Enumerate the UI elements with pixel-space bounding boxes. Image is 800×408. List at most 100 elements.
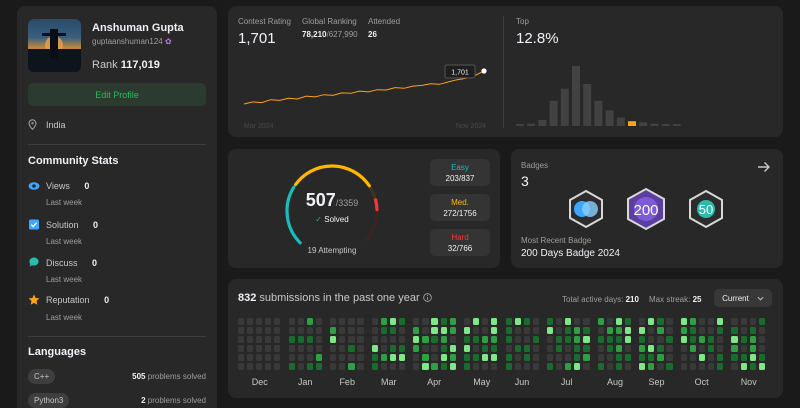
arrow-right-icon[interactable]	[757, 160, 771, 174]
heatmap-cell[interactable]	[380, 336, 387, 344]
heatmap-cell[interactable]	[639, 354, 646, 362]
heatmap-cell[interactable]	[491, 345, 498, 353]
heatmap-cell[interactable]	[398, 345, 406, 353]
heatmap-cell[interactable]	[523, 336, 530, 344]
heatmap-cell[interactable]	[574, 345, 581, 353]
heatmap-cell[interactable]	[680, 318, 687, 326]
heatmap-cell[interactable]	[315, 336, 323, 344]
heatmap-cell[interactable]	[422, 363, 429, 371]
heatmap-cell[interactable]	[348, 318, 355, 326]
heatmap-cell[interactable]	[708, 318, 715, 326]
heatmap-cell[interactable]	[413, 336, 420, 344]
heatmap-cell[interactable]	[708, 354, 715, 362]
heatmap-cell[interactable]	[389, 354, 397, 362]
heatmap-cell[interactable]	[606, 354, 613, 362]
heatmap-cell[interactable]	[339, 345, 346, 353]
heatmap-cell[interactable]	[648, 318, 655, 326]
heatmap-cell[interactable]	[657, 363, 664, 371]
heatmap-cell[interactable]	[297, 336, 304, 344]
heatmap-cell[interactable]	[717, 354, 724, 362]
heatmap-cell[interactable]	[473, 345, 480, 353]
heatmap-cell[interactable]	[749, 336, 756, 344]
heatmap-cell[interactable]	[680, 327, 687, 335]
badge-icon[interactable]	[567, 189, 605, 229]
heatmap-cell[interactable]	[731, 354, 738, 362]
heatmap-cell[interactable]	[708, 327, 715, 335]
heatmap-cell[interactable]	[247, 354, 254, 362]
heatmap-cell[interactable]	[357, 318, 364, 326]
heatmap-cell[interactable]	[565, 318, 572, 326]
heatmap-cell[interactable]	[680, 363, 687, 371]
heatmap-cell[interactable]	[482, 327, 489, 335]
heatmap-cell[interactable]	[758, 336, 765, 344]
heatmap-cell[interactable]	[606, 327, 613, 335]
heatmap-cell[interactable]	[689, 363, 697, 371]
heatmap-cell[interactable]	[288, 327, 295, 335]
heatmap-cell[interactable]	[380, 354, 387, 362]
heatmap-cell[interactable]	[624, 336, 632, 344]
heatmap-cell[interactable]	[306, 354, 313, 362]
heatmap-cell[interactable]	[371, 336, 378, 344]
heatmap-cell[interactable]	[514, 336, 521, 344]
heatmap-cell[interactable]	[330, 345, 337, 353]
heatmap-cell[interactable]	[398, 327, 406, 335]
heatmap-cell[interactable]	[556, 345, 563, 353]
heatmap-cell[interactable]	[758, 318, 765, 326]
heatmap-cell[interactable]	[449, 354, 456, 362]
heatmap-cell[interactable]	[514, 354, 521, 362]
heatmap-cell[interactable]	[574, 327, 581, 335]
heatmap-cell[interactable]	[274, 363, 281, 371]
heatmap-cell[interactable]	[615, 363, 623, 371]
heatmap-cell[interactable]	[583, 318, 590, 326]
heatmap-cell[interactable]	[547, 354, 554, 362]
heatmap-cell[interactable]	[256, 336, 263, 344]
heatmap-cell[interactable]	[297, 327, 304, 335]
top-distribution-chart[interactable]	[516, 61, 766, 127]
heatmap-cell[interactable]	[547, 363, 554, 371]
heatmap-cell[interactable]	[371, 345, 378, 353]
heatmap-cell[interactable]	[648, 354, 655, 362]
heatmap-cell[interactable]	[680, 354, 687, 362]
heatmap-cell[interactable]	[556, 354, 563, 362]
heatmap-cell[interactable]	[689, 354, 697, 362]
heatmap-cell[interactable]	[431, 363, 438, 371]
heatmap-cell[interactable]	[731, 327, 738, 335]
heatmap-cell[interactable]	[274, 354, 281, 362]
heatmap-cell[interactable]	[449, 345, 456, 353]
heatmap-cell[interactable]	[463, 336, 471, 344]
heatmap-cell[interactable]	[749, 363, 756, 371]
heatmap-cell[interactable]	[463, 327, 471, 335]
heatmap-cell[interactable]	[330, 318, 337, 326]
heatmap-cell[interactable]	[717, 345, 724, 353]
heatmap-cell[interactable]	[532, 336, 539, 344]
heatmap-cell[interactable]	[431, 327, 438, 335]
heatmap-cell[interactable]	[565, 336, 572, 344]
heatmap-cell[interactable]	[583, 345, 590, 353]
heatmap-cell[interactable]	[422, 327, 429, 335]
heatmap-cell[interactable]	[274, 318, 281, 326]
heatmap-cell[interactable]	[624, 327, 632, 335]
heatmap-cell[interactable]	[740, 327, 747, 335]
heatmap-cell[interactable]	[666, 345, 673, 353]
heatmap-cell[interactable]	[398, 318, 406, 326]
heatmap-cell[interactable]	[698, 363, 706, 371]
heatmap-cell[interactable]	[256, 354, 263, 362]
heatmap-cell[interactable]	[339, 318, 346, 326]
heatmap-cell[interactable]	[717, 363, 724, 371]
heatmap-cell[interactable]	[666, 354, 673, 362]
heatmap-cell[interactable]	[597, 354, 604, 362]
heatmap-cell[interactable]	[265, 318, 272, 326]
heatmap-cell[interactable]	[265, 354, 272, 362]
heatmap-cell[interactable]	[413, 345, 420, 353]
heatmap-cell[interactable]	[398, 363, 406, 371]
heatmap-cell[interactable]	[505, 354, 512, 362]
heatmap-cell[interactable]	[491, 354, 498, 362]
heatmap-cell[interactable]	[357, 336, 364, 344]
heatmap-cell[interactable]	[574, 336, 581, 344]
heatmap-cell[interactable]	[440, 363, 447, 371]
heatmap-cell[interactable]	[597, 318, 604, 326]
heatmap-cell[interactable]	[348, 345, 355, 353]
heatmap-cell[interactable]	[680, 345, 687, 353]
heatmap-cell[interactable]	[389, 318, 397, 326]
heatmap-cell[interactable]	[297, 318, 304, 326]
